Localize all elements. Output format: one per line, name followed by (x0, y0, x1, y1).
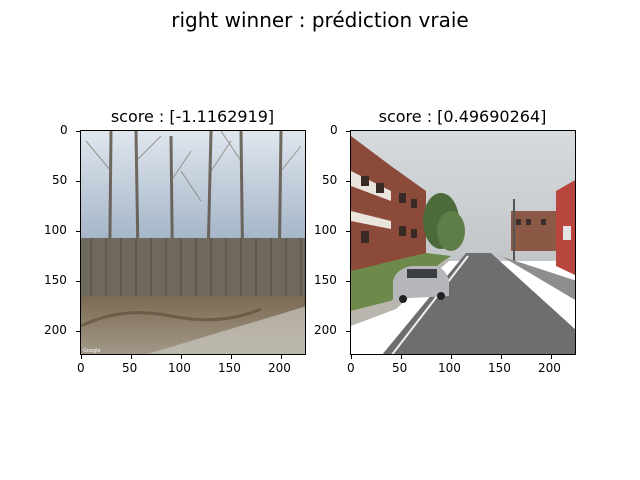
right-y-tick-100: 100 (314, 223, 337, 237)
right-x-tick-50: 50 (392, 361, 408, 375)
google-watermark: Google (353, 348, 371, 354)
right-y-tick-200: 200 (314, 323, 337, 337)
right-y-tick-150: 150 (314, 273, 337, 287)
x-tick-mark (230, 355, 232, 359)
right-panel-image: Google (350, 130, 576, 355)
x-tick-mark (500, 355, 502, 359)
y-tick-mark (76, 280, 80, 282)
right-x-tick-100: 100 (438, 361, 461, 375)
left-y-tick-100: 100 (44, 223, 67, 237)
left-y-tick-200: 200 (44, 323, 67, 337)
left-x-tick-150: 150 (218, 361, 241, 375)
right-x-tick-0: 0 (347, 361, 355, 375)
street-buildings-photo: Google (351, 131, 575, 354)
x-tick-mark (550, 355, 552, 359)
left-x-tick-50: 50 (122, 361, 138, 375)
y-tick-mark (76, 230, 80, 232)
right-y-tick-50: 50 (322, 173, 338, 187)
x-tick-mark (280, 355, 282, 359)
left-x-tick-200: 200 (268, 361, 291, 375)
left-y-tick-150: 150 (44, 273, 67, 287)
left-panel-image: Google (80, 130, 306, 355)
y-tick-mark (76, 180, 80, 182)
y-tick-mark (346, 180, 350, 182)
right-panel-title: score : [0.49690264] (378, 107, 547, 126)
x-tick-mark (130, 355, 132, 359)
x-tick-mark (400, 355, 402, 359)
y-tick-mark (346, 230, 350, 232)
y-tick-mark (346, 280, 350, 282)
y-tick-mark (76, 330, 80, 332)
x-tick-mark (450, 355, 452, 359)
right-x-tick-150: 150 (488, 361, 511, 375)
right-y-tick-0: 0 (330, 123, 338, 137)
fence-trees-photo: Google (81, 131, 305, 354)
left-panel-title: score : [-1.1162919] (110, 107, 275, 126)
left-x-tick-100: 100 (168, 361, 191, 375)
left-y-tick-0: 0 (60, 123, 68, 137)
y-tick-mark (76, 130, 80, 132)
right-x-tick-200: 200 (538, 361, 561, 375)
x-tick-mark (80, 355, 82, 359)
google-watermark: Google (83, 348, 101, 354)
figure-suptitle: right winner : prédiction vraie (171, 8, 469, 32)
y-tick-mark (346, 130, 350, 132)
left-x-tick-0: 0 (77, 361, 85, 375)
y-tick-mark (346, 330, 350, 332)
left-y-tick-50: 50 (52, 173, 68, 187)
x-tick-mark (350, 355, 352, 359)
x-tick-mark (180, 355, 182, 359)
